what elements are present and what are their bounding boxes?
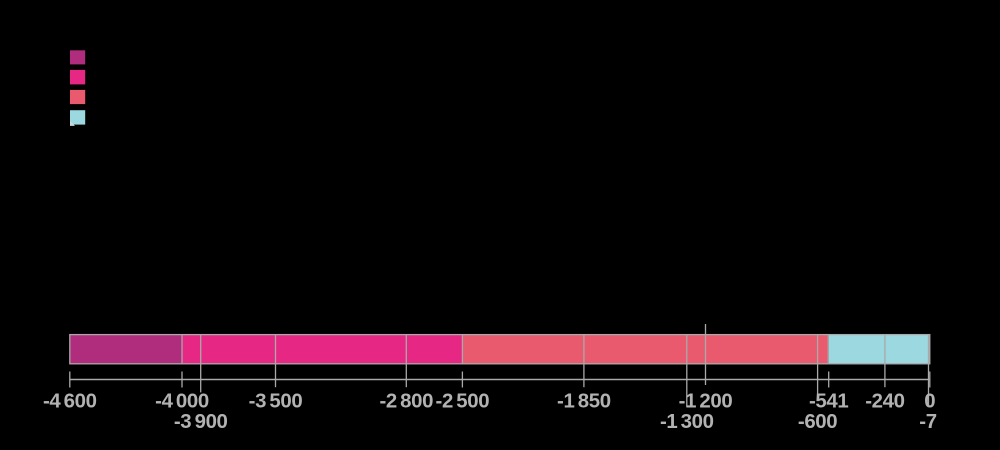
svg-text:-4 600: -4 600 <box>43 391 97 413</box>
svg-text:0: 0 <box>924 391 935 413</box>
svg-text:-3 500: -3 500 <box>249 391 303 413</box>
svg-text:-2 500: -2 500 <box>436 391 490 413</box>
svg-text:-4 000: -4 000 <box>155 391 209 413</box>
svg-text:-2 800: -2 800 <box>379 391 433 413</box>
svg-text:-1 200: -1 200 <box>679 391 733 413</box>
svg-text:-1 850: -1 850 <box>557 391 611 413</box>
svg-text:-240: -240 <box>865 391 904 413</box>
svg-text:-7: -7 <box>919 411 936 433</box>
svg-text:-3 900: -3 900 <box>174 411 228 433</box>
svg-text:-541: -541 <box>809 391 848 413</box>
svg-text:-1 300: -1 300 <box>660 411 714 433</box>
svg-text:-600: -600 <box>798 411 837 433</box>
